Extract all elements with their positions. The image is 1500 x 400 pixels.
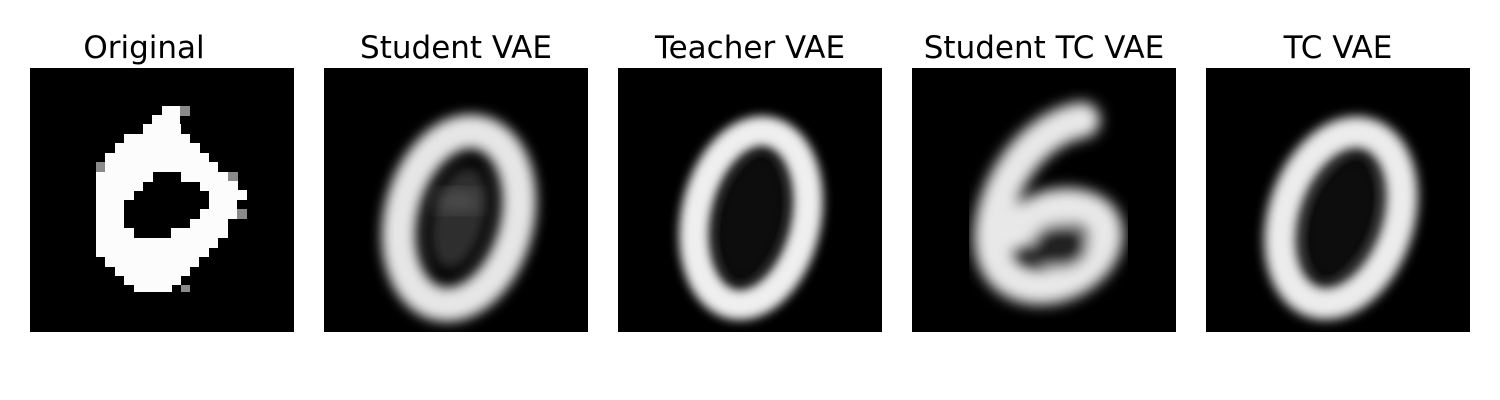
image-teacher-vae (618, 68, 882, 332)
digit-six-like-student-tc-vae (973, 102, 1124, 305)
image-original (30, 68, 294, 332)
image-tc-vae (1206, 68, 1470, 332)
panel-title-teacher-vae: Teacher VAE (654, 30, 846, 66)
panel-title-original: Original (83, 30, 205, 66)
digit-zero-teacher-vae (679, 116, 823, 320)
image-student-tc-vae (912, 68, 1176, 332)
image-student-vae (324, 68, 588, 332)
digit-zero-original (96, 106, 247, 292)
digit-zero-tc-vae (1264, 116, 1418, 320)
panel-title-tc-vae: TC VAE (1283, 30, 1393, 66)
panel-title-student-tc-vae: Student TC VAE (923, 30, 1165, 66)
digit-zero-student-vae (381, 114, 537, 322)
panel-title-student-vae: Student VAE (360, 30, 552, 66)
